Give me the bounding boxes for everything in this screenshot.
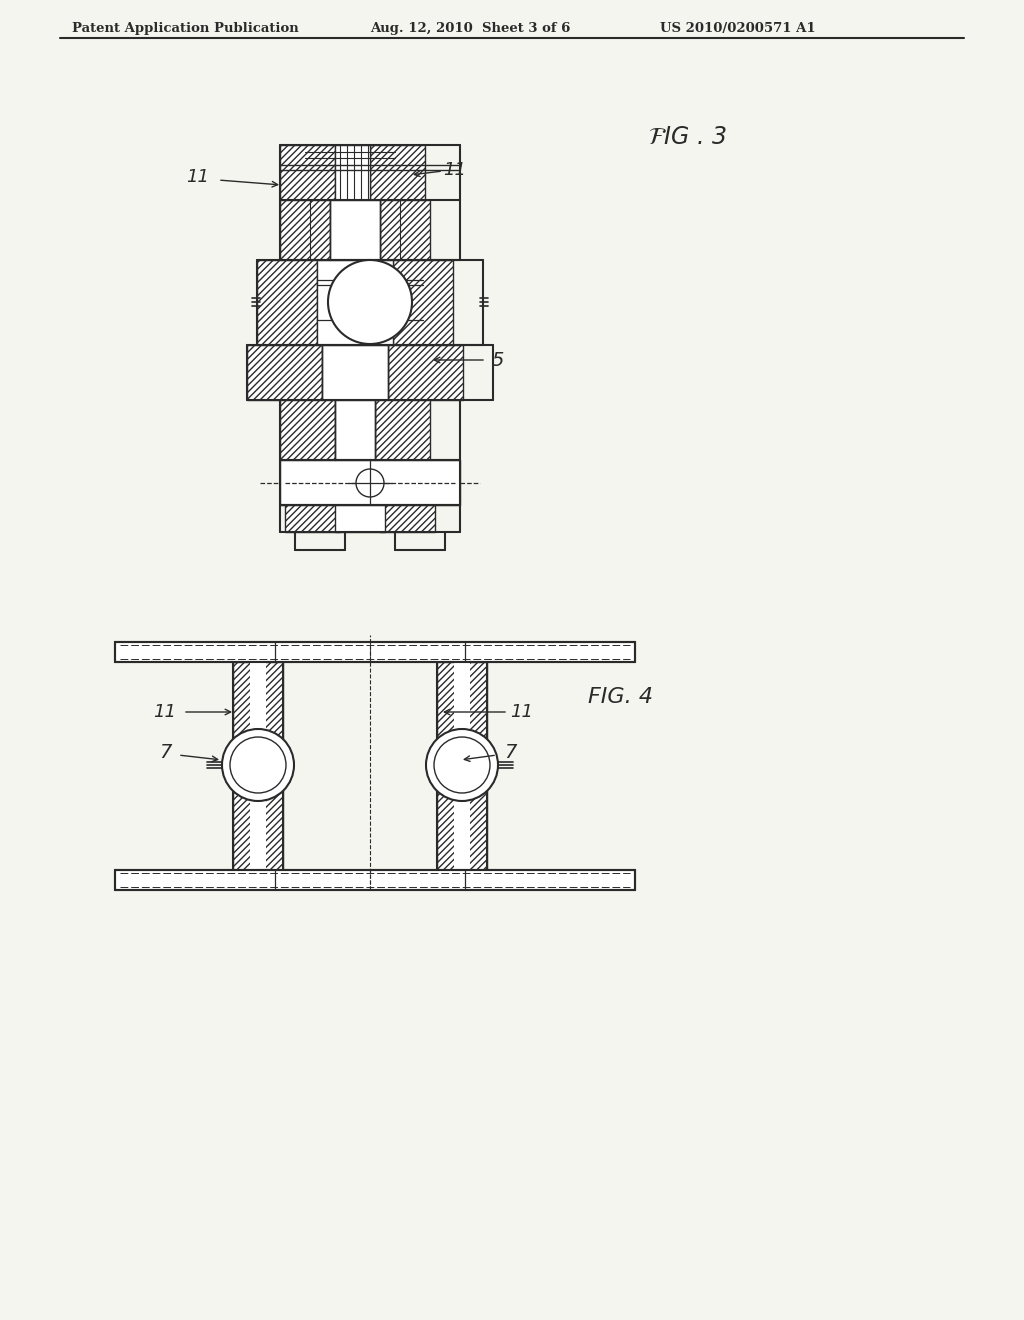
Circle shape	[222, 729, 294, 801]
Circle shape	[328, 260, 412, 345]
Bar	[247, 345, 322, 400]
Bar	[257, 260, 317, 345]
Bar	[115, 642, 635, 663]
Bar	[375, 400, 430, 459]
Bar	[370, 145, 425, 201]
Bar	[280, 459, 460, 506]
Circle shape	[426, 729, 498, 801]
Text: 11: 11	[443, 161, 467, 180]
Text: 7: 7	[504, 742, 516, 762]
Bar	[380, 201, 430, 260]
Text: 7: 7	[159, 742, 171, 762]
Bar	[285, 506, 340, 532]
Text: Aug. 12, 2010  Sheet 3 of 6: Aug. 12, 2010 Sheet 3 of 6	[370, 22, 570, 36]
Circle shape	[434, 737, 490, 793]
Bar	[393, 260, 453, 345]
Bar	[280, 400, 335, 459]
Text: Patent Application Publication: Patent Application Publication	[72, 22, 299, 36]
Text: $\mathcal{F}$IG . 3: $\mathcal{F}$IG . 3	[648, 125, 727, 149]
Bar	[280, 201, 330, 260]
Bar	[250, 663, 266, 870]
Bar	[322, 345, 388, 400]
Bar	[437, 663, 487, 870]
Text: 5: 5	[492, 351, 504, 370]
Bar	[335, 506, 385, 532]
Text: FIG. 4: FIG. 4	[588, 686, 653, 708]
Bar	[380, 506, 435, 532]
Circle shape	[356, 469, 384, 498]
Text: 11: 11	[511, 704, 534, 721]
Bar	[335, 145, 370, 201]
Text: US 2010/0200571 A1: US 2010/0200571 A1	[660, 22, 816, 36]
Bar	[335, 400, 375, 459]
Text: 11: 11	[186, 168, 210, 186]
Text: 11: 11	[154, 704, 176, 721]
Bar	[388, 345, 463, 400]
Bar	[454, 663, 470, 870]
Bar	[115, 870, 635, 890]
Bar	[330, 201, 380, 260]
Bar	[233, 663, 283, 870]
Bar	[280, 145, 335, 201]
Circle shape	[230, 737, 286, 793]
Bar	[317, 260, 393, 345]
